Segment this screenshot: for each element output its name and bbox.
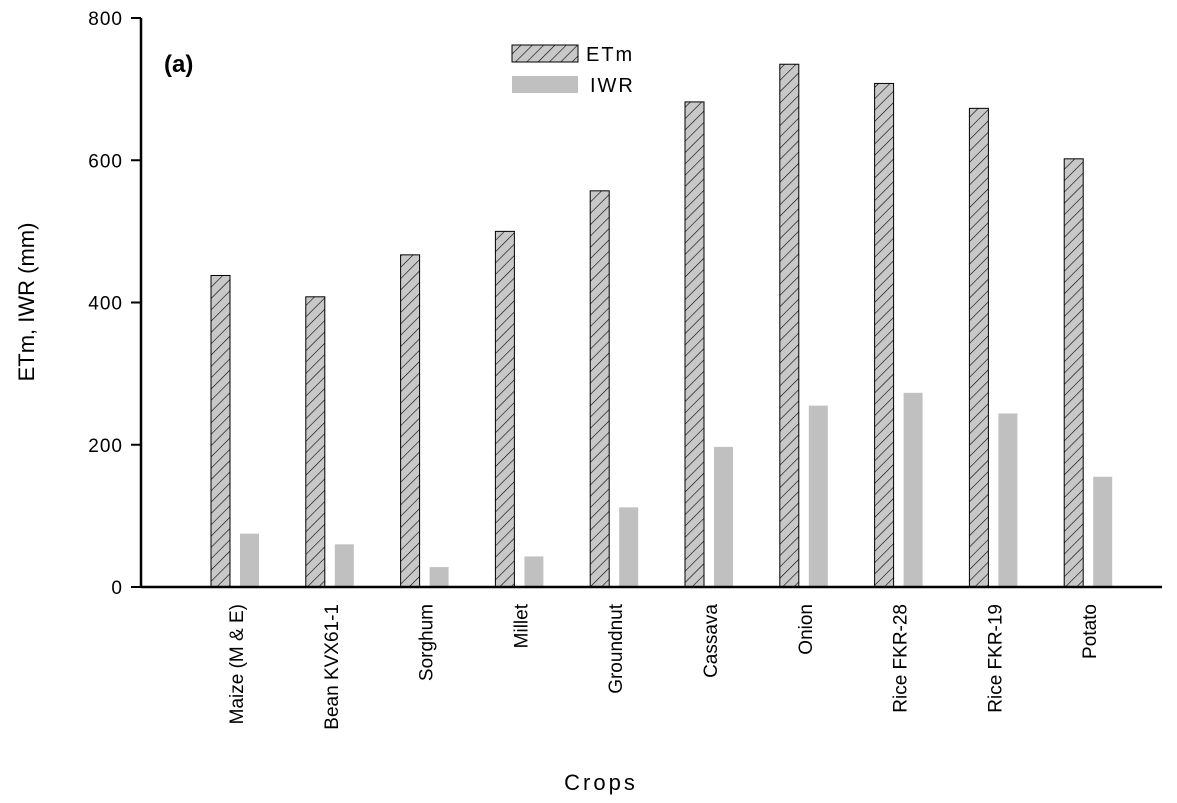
x-tick-label: Millet [511,603,532,648]
legend-swatch-iwr [512,76,578,93]
legend-swatch-etm [511,44,579,63]
bar-etm [210,274,231,588]
bar-iwr [1093,476,1113,587]
bar-etm [1063,158,1084,588]
x-tick-label: Maize (M & E) [227,604,248,724]
y-tick-label: 800 [88,9,123,30]
x-tick-label: Cassava [701,604,722,678]
x-tick-labels-group: Maize (M & E) Bean KVX61-1 Sorghum Millet Gr… [227,603,1101,729]
bar-iwr [429,567,449,587]
legend-label-iwr: IWR [590,75,635,97]
x-tick-label: Sorghum [417,604,438,681]
x-tick-label: Rice FKR-19 [985,604,1006,713]
legend: ETm IWR [511,44,635,97]
bar-etm [589,190,610,588]
bar-etm [874,82,895,588]
y-axis-title: ETm, IWR (mm) [14,223,39,382]
y-tick-label: 200 [88,436,123,457]
x-tick-label: Onion [796,604,817,655]
bar-iwr [240,533,259,587]
panel-tag: (a) [164,51,193,78]
y-ticks-group: 0 200 400 600 800 [88,9,141,599]
bars-group [210,63,1113,588]
y-tick-label: 0 [111,578,123,599]
x-tick-label: Rice FKR-28 [891,604,912,713]
bar-iwr [334,544,354,587]
bar-etm [400,254,421,588]
x-tick-label: Bean KVX61-1 [322,604,343,730]
bar-iwr [619,507,639,587]
bar-etm [684,101,705,588]
bar-etm [779,63,800,588]
y-tick-label: 600 [88,151,123,172]
bar-iwr [808,405,828,587]
bar-iwr [903,392,923,587]
bar-etm [968,107,989,588]
x-tick-label: Potato [1080,604,1101,659]
x-axis-title: Crops [564,770,638,795]
bar-iwr [714,446,733,587]
legend-label-etm: ETm [586,44,634,66]
bar-iwr [998,413,1018,587]
bar-etm [494,230,515,588]
x-tick-label: Groundnut [606,603,627,694]
bar-iwr [524,556,544,587]
bar-etm [305,296,326,588]
y-tick-label: 400 [88,294,123,315]
